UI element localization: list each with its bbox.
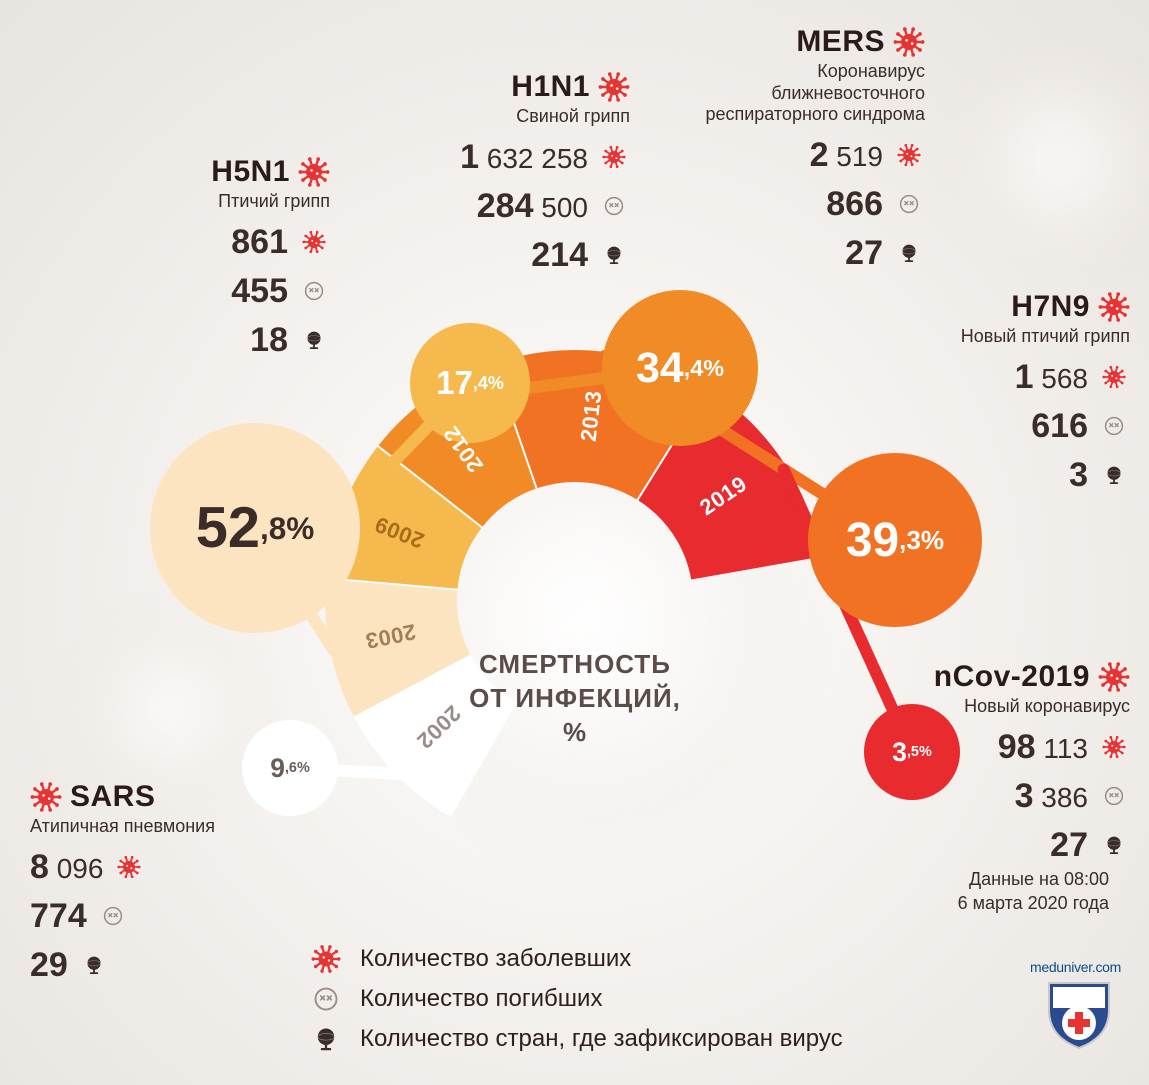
dead-icon [97,900,129,932]
stat-dead-ncov: 3 386 [1015,777,1088,816]
meduniver-logo [1044,975,1114,1055]
virus-title-h1n1: H1N1 [511,70,590,104]
globe-icon [298,324,330,356]
footer-line2: 6 марта 2020 года [958,893,1109,913]
virus-icon [893,26,925,58]
virus-icon [893,139,925,171]
globe-icon [1098,459,1130,491]
watermark-text: meduniver.com [1030,959,1121,975]
virus-title-mers: MERS [796,25,885,59]
mortality-bubble-h1n1: 17,4% [410,323,530,443]
stat-infected-sars: 8 096 [30,848,103,887]
mortality-bubble-h7n9: 39,3% [808,453,982,627]
globe-icon [310,1023,342,1055]
virus-icon [598,141,630,173]
stat-dead-sars: 774 [30,897,87,936]
virus-subtitle-sars: Атипичная пневмония [30,816,290,838]
virus-icon [1098,361,1130,393]
center-line3: % [563,717,587,747]
virus-icon [30,781,62,813]
virus-subtitle-h7n9: Новый птичий грипп [870,326,1130,348]
legend-countries: Количество стран, где зафиксирован вирус [360,1025,843,1053]
stat-countries-mers: 27 [845,234,883,273]
stat-dead-h7n9: 616 [1031,407,1088,446]
globe-icon [598,239,630,271]
stat-dead-h1n1: 284 500 [477,187,588,226]
dead-icon [1098,780,1130,812]
virus-group-h1n1: H1N1 Свиной грипп 1 632 258 284 500 214 [370,70,630,275]
year-label-2013: 2013 [576,389,608,443]
footer-line1: Данные на 08:00 [969,869,1109,889]
virus-icon [1098,731,1130,763]
virus-group-h5n1: H5N1 Птичий грипп 861 455 18 [70,155,330,360]
center-line2: ОТ ИНФЕКЦИЙ, [469,683,681,713]
virus-icon [1098,661,1130,693]
center-line1: СМЕРТНОСТЬ [479,649,671,679]
virus-icon [1098,291,1130,323]
dead-icon [310,983,342,1015]
dead-icon [298,275,330,307]
mortality-bubble-mers: 34,4% [602,290,758,446]
stat-infected-h1n1: 1 632 258 [460,138,588,177]
virus-subtitle-h1n1: Свиной грипп [370,106,630,128]
virus-subtitle-mers: Коронавирус ближневосточного респираторн… [665,61,925,126]
stat-dead-h5n1: 455 [231,272,288,311]
legend-dead: Количество погибших [360,985,602,1013]
stat-dead-mers: 866 [826,185,883,224]
globe-icon [1098,829,1130,861]
mortality-bubble-sars: 9,6% [242,720,338,816]
stat-countries-h7n9: 3 [1069,456,1088,495]
virus-title-ncov: nCov-2019 [934,660,1090,694]
virus-group-sars: SARS Атипичная пневмония 8 096 774 29 [30,780,290,985]
stat-infected-h5n1: 861 [231,223,288,262]
dead-icon [893,188,925,220]
stat-countries-h5n1: 18 [250,321,288,360]
center-title: СМЕРТНОСТЬ ОТ ИНФЕКЦИЙ, % [445,648,705,749]
mortality-bubble-h5n1: 52,8% [150,423,360,633]
legend: Количество заболевших Количество погибши… [310,935,843,1055]
virus-group-mers: MERS Коронавирус ближневосточного респир… [665,25,925,273]
stat-countries-sars: 29 [30,946,68,985]
virus-title-h7n9: H7N9 [1011,290,1090,324]
globe-icon [893,237,925,269]
stat-countries-ncov: 27 [1050,826,1088,865]
virus-icon [598,71,630,103]
mortality-bubble-ncov: 3,5% [864,704,960,800]
virus-icon [298,226,330,258]
stat-countries-h1n1: 214 [531,236,588,275]
virus-icon [310,943,342,975]
stat-infected-h7n9: 1 568 [1015,358,1088,397]
legend-infected: Количество заболевших [360,945,631,973]
dead-icon [1098,410,1130,442]
virus-subtitle-h5n1: Птичий грипп [70,191,330,213]
virus-title-h5n1: H5N1 [211,155,290,189]
dead-icon [598,190,630,222]
globe-icon [78,949,110,981]
virus-icon [298,156,330,188]
virus-icon [113,851,145,883]
stat-infected-mers: 2 519 [810,136,883,175]
stat-infected-ncov: 98 113 [998,728,1088,767]
data-timestamp: Данные на 08:00 6 марта 2020 года [958,868,1109,915]
virus-title-sars: SARS [70,780,155,814]
